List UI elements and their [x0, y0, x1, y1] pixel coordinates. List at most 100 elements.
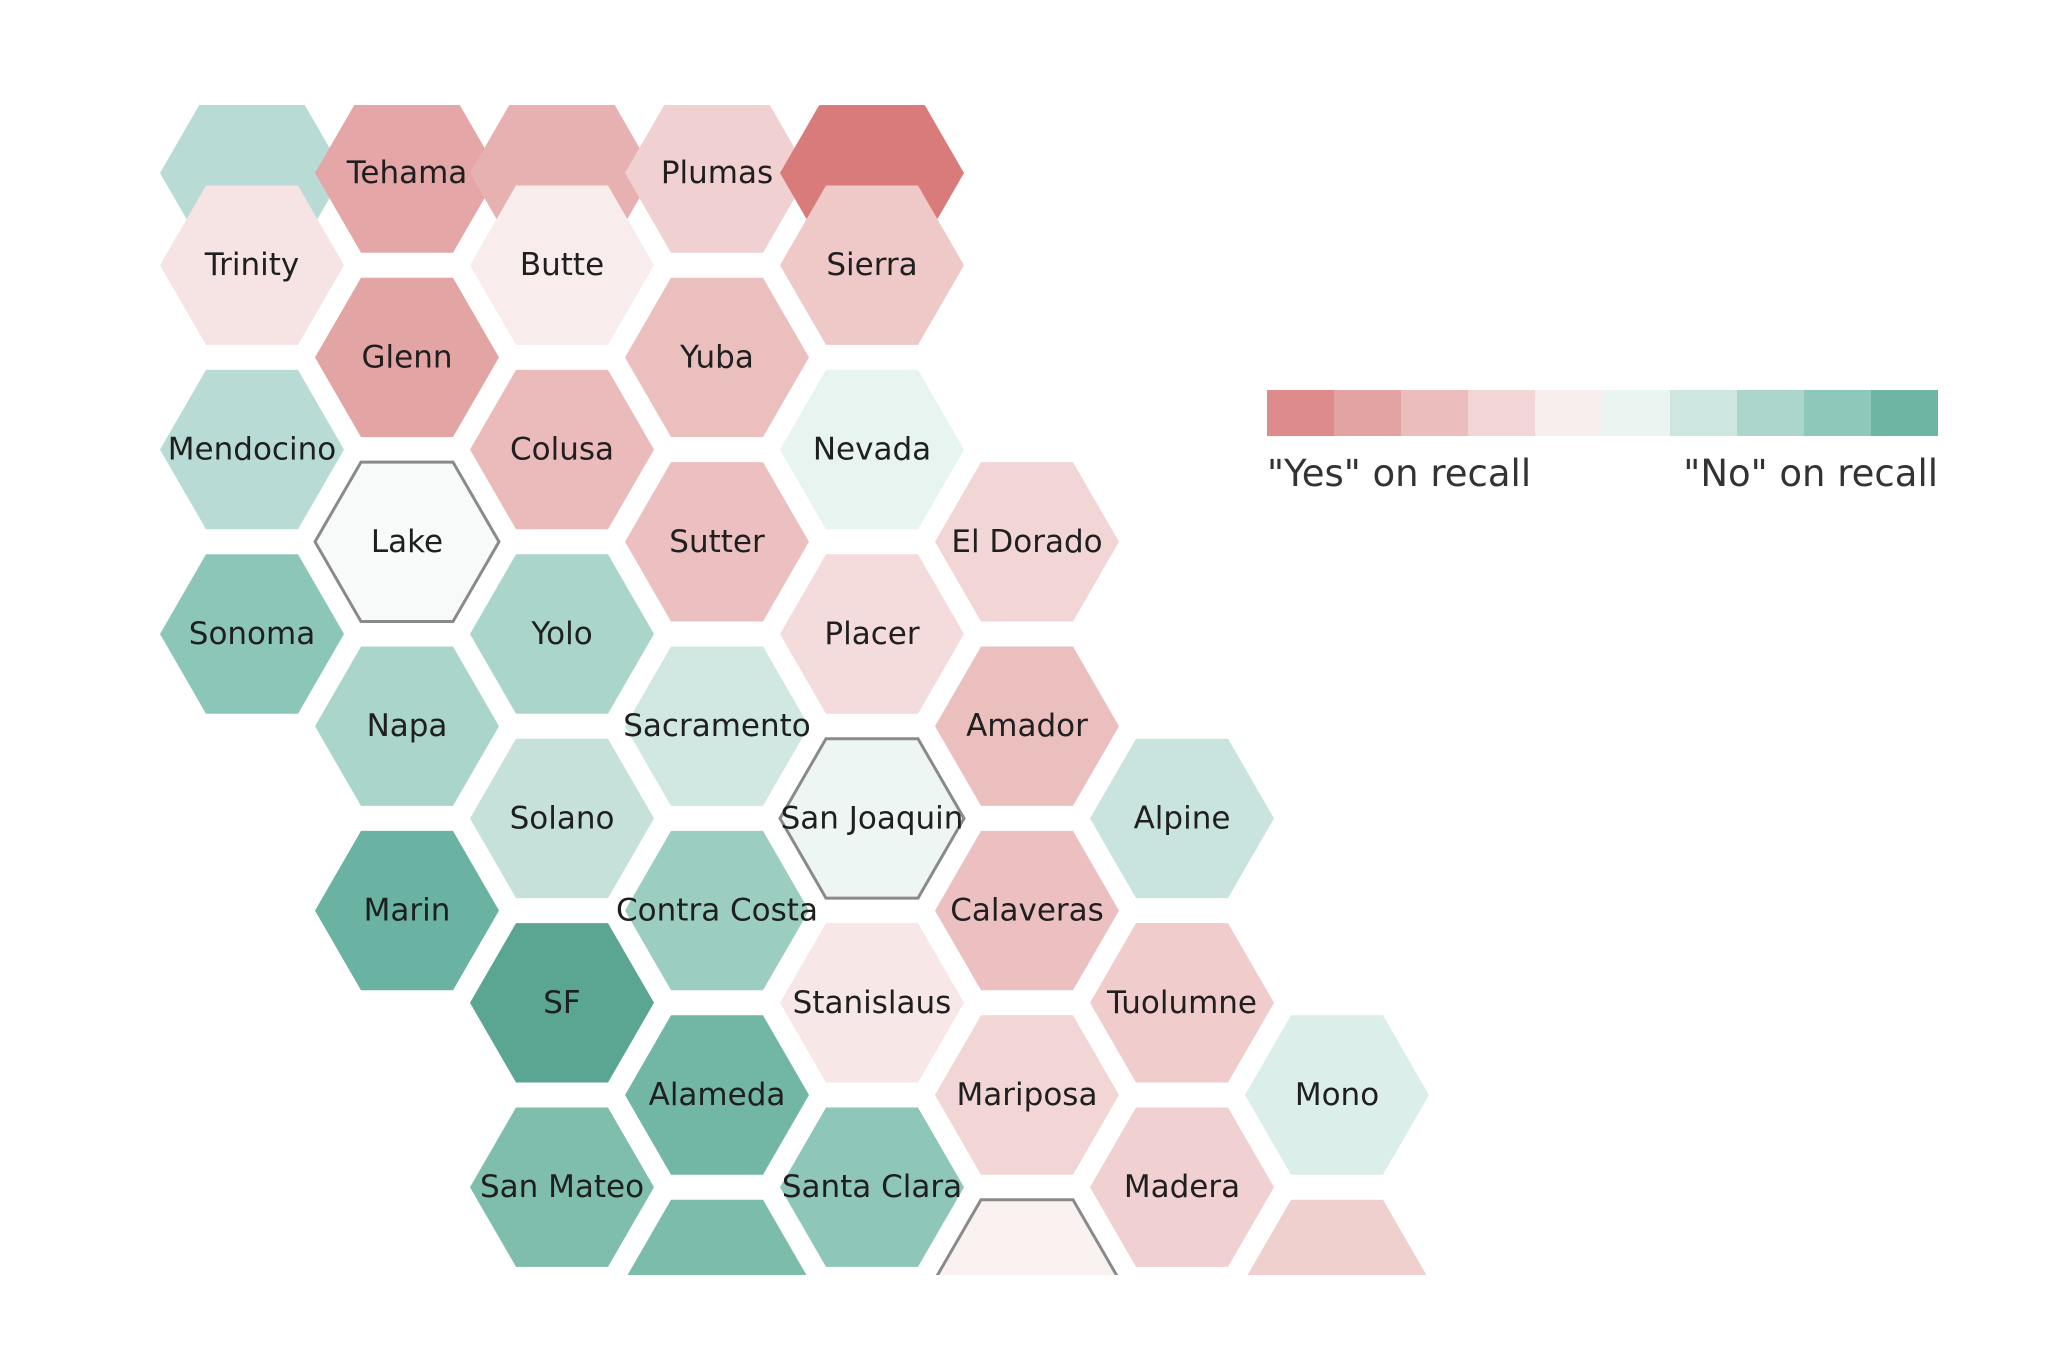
- legend: "Yes" on recall "No" on recall: [1267, 390, 1938, 495]
- county-hex-sutter[interactable]: Sutter: [625, 462, 809, 622]
- hex-shape[interactable]: [625, 93, 809, 253]
- hex-shape[interactable]: [315, 646, 499, 806]
- county-hex-alpine[interactable]: Alpine: [1090, 738, 1274, 899]
- county-hex-mono[interactable]: Mono: [1245, 1015, 1429, 1175]
- hex-shape[interactable]: [315, 93, 499, 253]
- legend-swatch: [1669, 390, 1737, 436]
- hex-shape[interactable]: [780, 369, 964, 530]
- county-hex[interactable]: [625, 1199, 809, 1359]
- county-hex-sf[interactable]: SF: [470, 923, 654, 1083]
- county-hex-amador[interactable]: Amador: [935, 646, 1119, 806]
- county-hex-mariposa[interactable]: Mariposa: [935, 1015, 1119, 1175]
- county-hex-tehama[interactable]: Tehama: [315, 93, 499, 253]
- county-hex-napa[interactable]: Napa: [315, 646, 499, 806]
- hex-shape[interactable]: [778, 737, 966, 900]
- hex-shape[interactable]: [470, 185, 654, 345]
- county-label: Alpine: [1134, 800, 1231, 836]
- hex-shape[interactable]: [935, 1198, 1119, 1359]
- hex-shape[interactable]: [625, 277, 809, 438]
- county-label: Sutter: [669, 524, 765, 560]
- county-hex-butte[interactable]: Butte: [470, 185, 654, 345]
- hex-shape[interactable]: [935, 462, 1119, 622]
- county-hex-contra-costa[interactable]: Contra Costa: [616, 830, 818, 991]
- county-hex-alameda[interactable]: Alameda: [625, 1015, 809, 1175]
- county-hex-santa-clara[interactable]: Santa Clara: [780, 1107, 964, 1267]
- county-hex-trinity[interactable]: Trinity: [160, 185, 344, 345]
- county-hex-el-dorado[interactable]: El Dorado: [935, 462, 1119, 622]
- county-label: Colusa: [510, 432, 614, 468]
- hex-shape[interactable]: [470, 369, 654, 530]
- county-hex-lake[interactable]: Lake: [313, 460, 501, 623]
- hex-shape[interactable]: [625, 830, 809, 991]
- hex-shape[interactable]: [935, 1015, 1119, 1175]
- county-hex-stanislaus[interactable]: Stanislaus: [780, 923, 964, 1083]
- county-label: Alameda: [649, 1077, 786, 1113]
- hex-shape[interactable]: [470, 554, 654, 714]
- county-label: Plumas: [661, 155, 773, 191]
- county-label: SF: [543, 985, 581, 1021]
- hex-shape[interactable]: [780, 554, 964, 714]
- county-hex-yuba[interactable]: Yuba: [625, 277, 809, 438]
- hex-shape[interactable]: [1245, 1015, 1429, 1175]
- county-label: Amador: [966, 708, 1088, 744]
- hex-shape[interactable]: [625, 462, 809, 622]
- hex-shape[interactable]: [1245, 1199, 1429, 1359]
- hex-shape[interactable]: [470, 923, 654, 1083]
- hex-shape[interactable]: [780, 1107, 964, 1267]
- county-hex-mendocino[interactable]: Mendocino: [160, 369, 344, 530]
- county-hex-san-mateo[interactable]: San Mateo: [470, 1107, 654, 1267]
- county-hex-plumas[interactable]: Plumas: [625, 93, 809, 253]
- legend-yes-label: "Yes" on recall: [1267, 452, 1532, 495]
- county-label: Marin: [364, 893, 451, 929]
- county-label: Nevada: [813, 432, 931, 468]
- county-label: Sierra: [826, 247, 917, 283]
- hex-shape[interactable]: [625, 646, 809, 806]
- county-hex-calaveras[interactable]: Calaveras: [935, 830, 1119, 991]
- hex-shape[interactable]: [1090, 738, 1274, 899]
- hex-shape[interactable]: [1090, 1107, 1274, 1267]
- hex-shape[interactable]: [625, 1199, 809, 1359]
- hex-shape[interactable]: [1090, 923, 1274, 1083]
- county-label: El Dorado: [951, 524, 1102, 560]
- hex-shape[interactable]: [935, 646, 1119, 806]
- legend-swatch: [1602, 390, 1670, 436]
- legend-color-scale: [1267, 390, 1938, 436]
- hex-shape[interactable]: [315, 277, 499, 438]
- hex-shape[interactable]: [160, 369, 344, 530]
- hex-shape[interactable]: [160, 185, 344, 345]
- county-label: Tuolumne: [1106, 985, 1257, 1021]
- hex-shape[interactable]: [315, 830, 499, 991]
- county-hex-san-joaquin[interactable]: San Joaquin: [778, 737, 966, 900]
- hex-shape[interactable]: [313, 460, 501, 623]
- county-label: Trinity: [204, 247, 300, 283]
- county-label: Placer: [824, 616, 919, 652]
- hex-shape[interactable]: [780, 185, 964, 345]
- county-hex-placer[interactable]: Placer: [780, 554, 964, 714]
- county-hex-madera[interactable]: Madera: [1090, 1107, 1274, 1267]
- county-hex[interactable]: [1245, 1199, 1429, 1359]
- county-label: Mendocino: [168, 432, 336, 468]
- county-hex-tuolumne[interactable]: Tuolumne: [1090, 923, 1274, 1083]
- legend-swatch: [1334, 390, 1402, 436]
- hex-shape[interactable]: [625, 1015, 809, 1175]
- hex-shape[interactable]: [780, 923, 964, 1083]
- county-label: Sacramento: [623, 708, 811, 744]
- hex-shape[interactable]: [470, 738, 654, 899]
- legend-no-label: "No" on recall: [1683, 452, 1938, 495]
- county-hex-marin[interactable]: Marin: [315, 830, 499, 991]
- county-hex-sierra[interactable]: Sierra: [780, 185, 964, 345]
- hex-shape[interactable]: [935, 830, 1119, 991]
- county-hex-yolo[interactable]: Yolo: [470, 554, 654, 714]
- legend-swatch: [1803, 390, 1871, 436]
- county-hex-sonoma[interactable]: Sonoma: [160, 554, 344, 714]
- county-hex-sacramento[interactable]: Sacramento: [623, 646, 811, 806]
- county-hex-colusa[interactable]: Colusa: [470, 369, 654, 530]
- hex-shape[interactable]: [160, 554, 344, 714]
- county-label: Butte: [520, 247, 604, 283]
- county-hex-glenn[interactable]: Glenn: [315, 277, 499, 438]
- county-hex[interactable]: [935, 1198, 1119, 1359]
- county-hex-nevada[interactable]: Nevada: [780, 369, 964, 530]
- county-hex-solano[interactable]: Solano: [470, 738, 654, 899]
- hex-shape[interactable]: [470, 1107, 654, 1267]
